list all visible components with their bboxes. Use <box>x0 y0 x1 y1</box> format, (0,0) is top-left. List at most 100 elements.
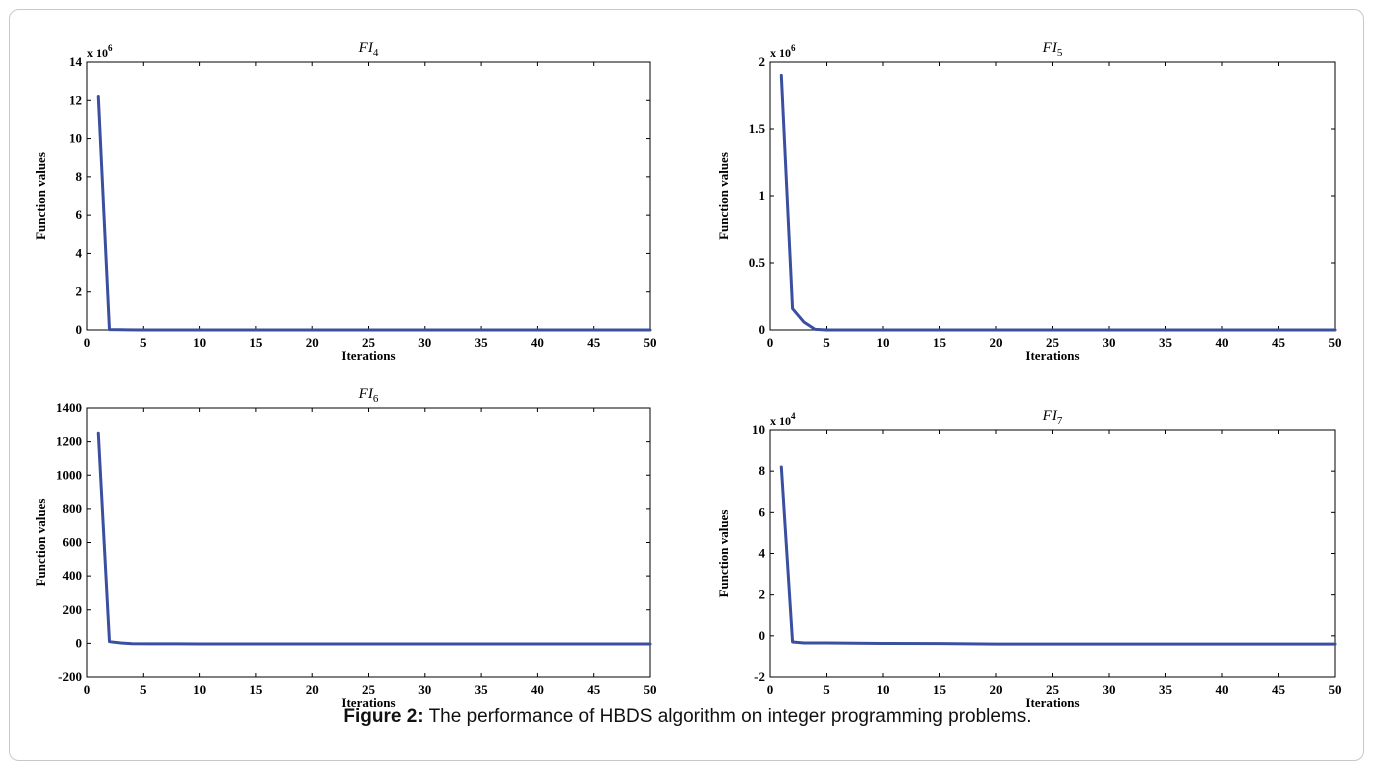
x-tick-label: 35 <box>1159 335 1173 350</box>
figure-frame <box>9 9 1364 761</box>
y-tick-label: 200 <box>63 602 83 617</box>
y-tick-label: 2 <box>759 587 766 602</box>
y-tick-label: 1400 <box>56 400 82 415</box>
chart-title: FI6 <box>358 386 379 405</box>
caption-label: Figure 2: <box>343 706 424 727</box>
x-tick-label: 5 <box>140 682 147 697</box>
x-tick-label: 25 <box>362 682 376 697</box>
y-tick-label: 10 <box>752 422 765 437</box>
x-tick-label: 30 <box>418 335 431 350</box>
x-tick-label: 35 <box>475 335 489 350</box>
x-tick-label: 20 <box>306 682 319 697</box>
plot-area-frame <box>769 429 1336 678</box>
x-axis-label: Iterations <box>1025 348 1079 363</box>
x-tick-label: 5 <box>140 335 147 350</box>
plot-area-frame <box>86 61 651 331</box>
y-tick-label: 0 <box>76 635 83 650</box>
y-axis-label: Function values <box>716 510 731 598</box>
x-tick-label: 20 <box>306 335 319 350</box>
chart-title: FI4 <box>358 40 379 59</box>
y-tick-label: 0 <box>759 322 766 337</box>
y-tick-label: 0 <box>759 628 766 643</box>
x-tick-label: 30 <box>1103 335 1116 350</box>
y-tick-label: 4 <box>76 245 83 260</box>
x-tick-label: 25 <box>362 335 376 350</box>
x-tick-label: 0 <box>767 682 774 697</box>
x-tick-label: 10 <box>877 335 890 350</box>
y-tick-label: 800 <box>63 501 83 516</box>
x-tick-label: 15 <box>249 682 263 697</box>
series-line <box>779 465 1337 646</box>
y-tick-label: 4 <box>759 546 766 561</box>
chart-title-subscript: 4 <box>373 47 379 59</box>
figure-caption: Figure 2: The performance of HBDS algori… <box>0 706 1375 728</box>
chart-title: FI7 <box>1042 408 1063 427</box>
chart-title: FI5 <box>1042 40 1063 59</box>
x-tick-label: 15 <box>249 335 263 350</box>
series-line <box>96 431 652 646</box>
x-tick-label: 30 <box>1103 682 1116 697</box>
plot-area-frame <box>769 61 1336 331</box>
x-tick-label: 40 <box>1216 682 1229 697</box>
y-tick-label: 0 <box>76 322 83 337</box>
x-tick-label: 0 <box>84 682 91 697</box>
x-tick-label: 50 <box>644 335 657 350</box>
plot-area-frame <box>86 407 651 678</box>
series-line <box>779 73 1337 332</box>
chart-panel-2: 0 5 10 15 20 25 30 35 40 45 50-2000200400600800100… <box>33 386 657 710</box>
y-tick-label: 6 <box>76 207 83 222</box>
x-tick-label: 20 <box>990 682 1003 697</box>
axis-exponent-label: x 106 <box>87 43 113 60</box>
x-tick-label: 15 <box>933 335 947 350</box>
x-tick-label: 50 <box>1329 682 1342 697</box>
y-tick-label: 8 <box>759 463 766 478</box>
x-tick-label: 25 <box>1046 335 1060 350</box>
x-tick-label: 50 <box>644 682 657 697</box>
x-tick-label: 45 <box>1272 682 1286 697</box>
y-tick-label: 2 <box>759 54 766 69</box>
x-tick-label: 35 <box>475 682 489 697</box>
y-tick-label: 1.5 <box>749 121 766 136</box>
x-tick-label: 40 <box>531 335 544 350</box>
axis-exponent-power: 6 <box>108 43 113 53</box>
x-tick-label: 10 <box>877 682 890 697</box>
y-axis-label: Function values <box>33 152 48 240</box>
caption-text: The performance of HBDS algorithm on int… <box>428 706 1032 727</box>
x-tick-label: 0 <box>767 335 774 350</box>
y-tick-label: 600 <box>63 535 83 550</box>
x-axis-label: Iterations <box>341 348 395 363</box>
axis-exponent-power: 4 <box>791 411 796 421</box>
x-tick-label: 20 <box>990 335 1003 350</box>
x-tick-label: 30 <box>418 682 431 697</box>
y-tick-label: 400 <box>63 568 83 583</box>
x-tick-label: 0 <box>84 335 91 350</box>
chart-title-subscript: 7 <box>1057 415 1063 427</box>
y-axis-label: Function values <box>33 499 48 587</box>
y-tick-label: 2 <box>76 284 83 299</box>
x-tick-label: 25 <box>1046 682 1060 697</box>
y-tick-label: 0.5 <box>749 255 766 270</box>
chart-panel-0: 0 5 10 15 20 25 30 35 40 45 50 0 2 4 6 8 10 12 14 x 106 FI4 I… <box>33 40 657 363</box>
x-tick-label: 45 <box>1272 335 1286 350</box>
x-tick-label: 45 <box>587 682 601 697</box>
series-line <box>96 94 652 332</box>
x-tick-label: 10 <box>193 335 206 350</box>
x-tick-label: 10 <box>193 682 206 697</box>
y-tick-label: 14 <box>69 54 83 69</box>
y-tick-label: 6 <box>759 504 766 519</box>
x-axis-label: Iterations <box>341 695 395 710</box>
axis-exponent-label: x 104 <box>770 411 796 428</box>
x-axis-label: Iterations <box>1025 695 1079 710</box>
y-tick-label: 1 <box>759 188 766 203</box>
x-tick-label: 50 <box>1329 335 1342 350</box>
axis-exponent-power: 6 <box>791 43 796 53</box>
y-tick-label: 8 <box>76 169 83 184</box>
x-tick-label: 35 <box>1159 682 1173 697</box>
chart-title-subscript: 5 <box>1057 47 1063 59</box>
y-tick-label: 12 <box>69 92 82 107</box>
y-tick-label: -200 <box>58 669 82 684</box>
x-tick-label: 45 <box>587 335 601 350</box>
y-tick-label: 10 <box>69 131 82 146</box>
